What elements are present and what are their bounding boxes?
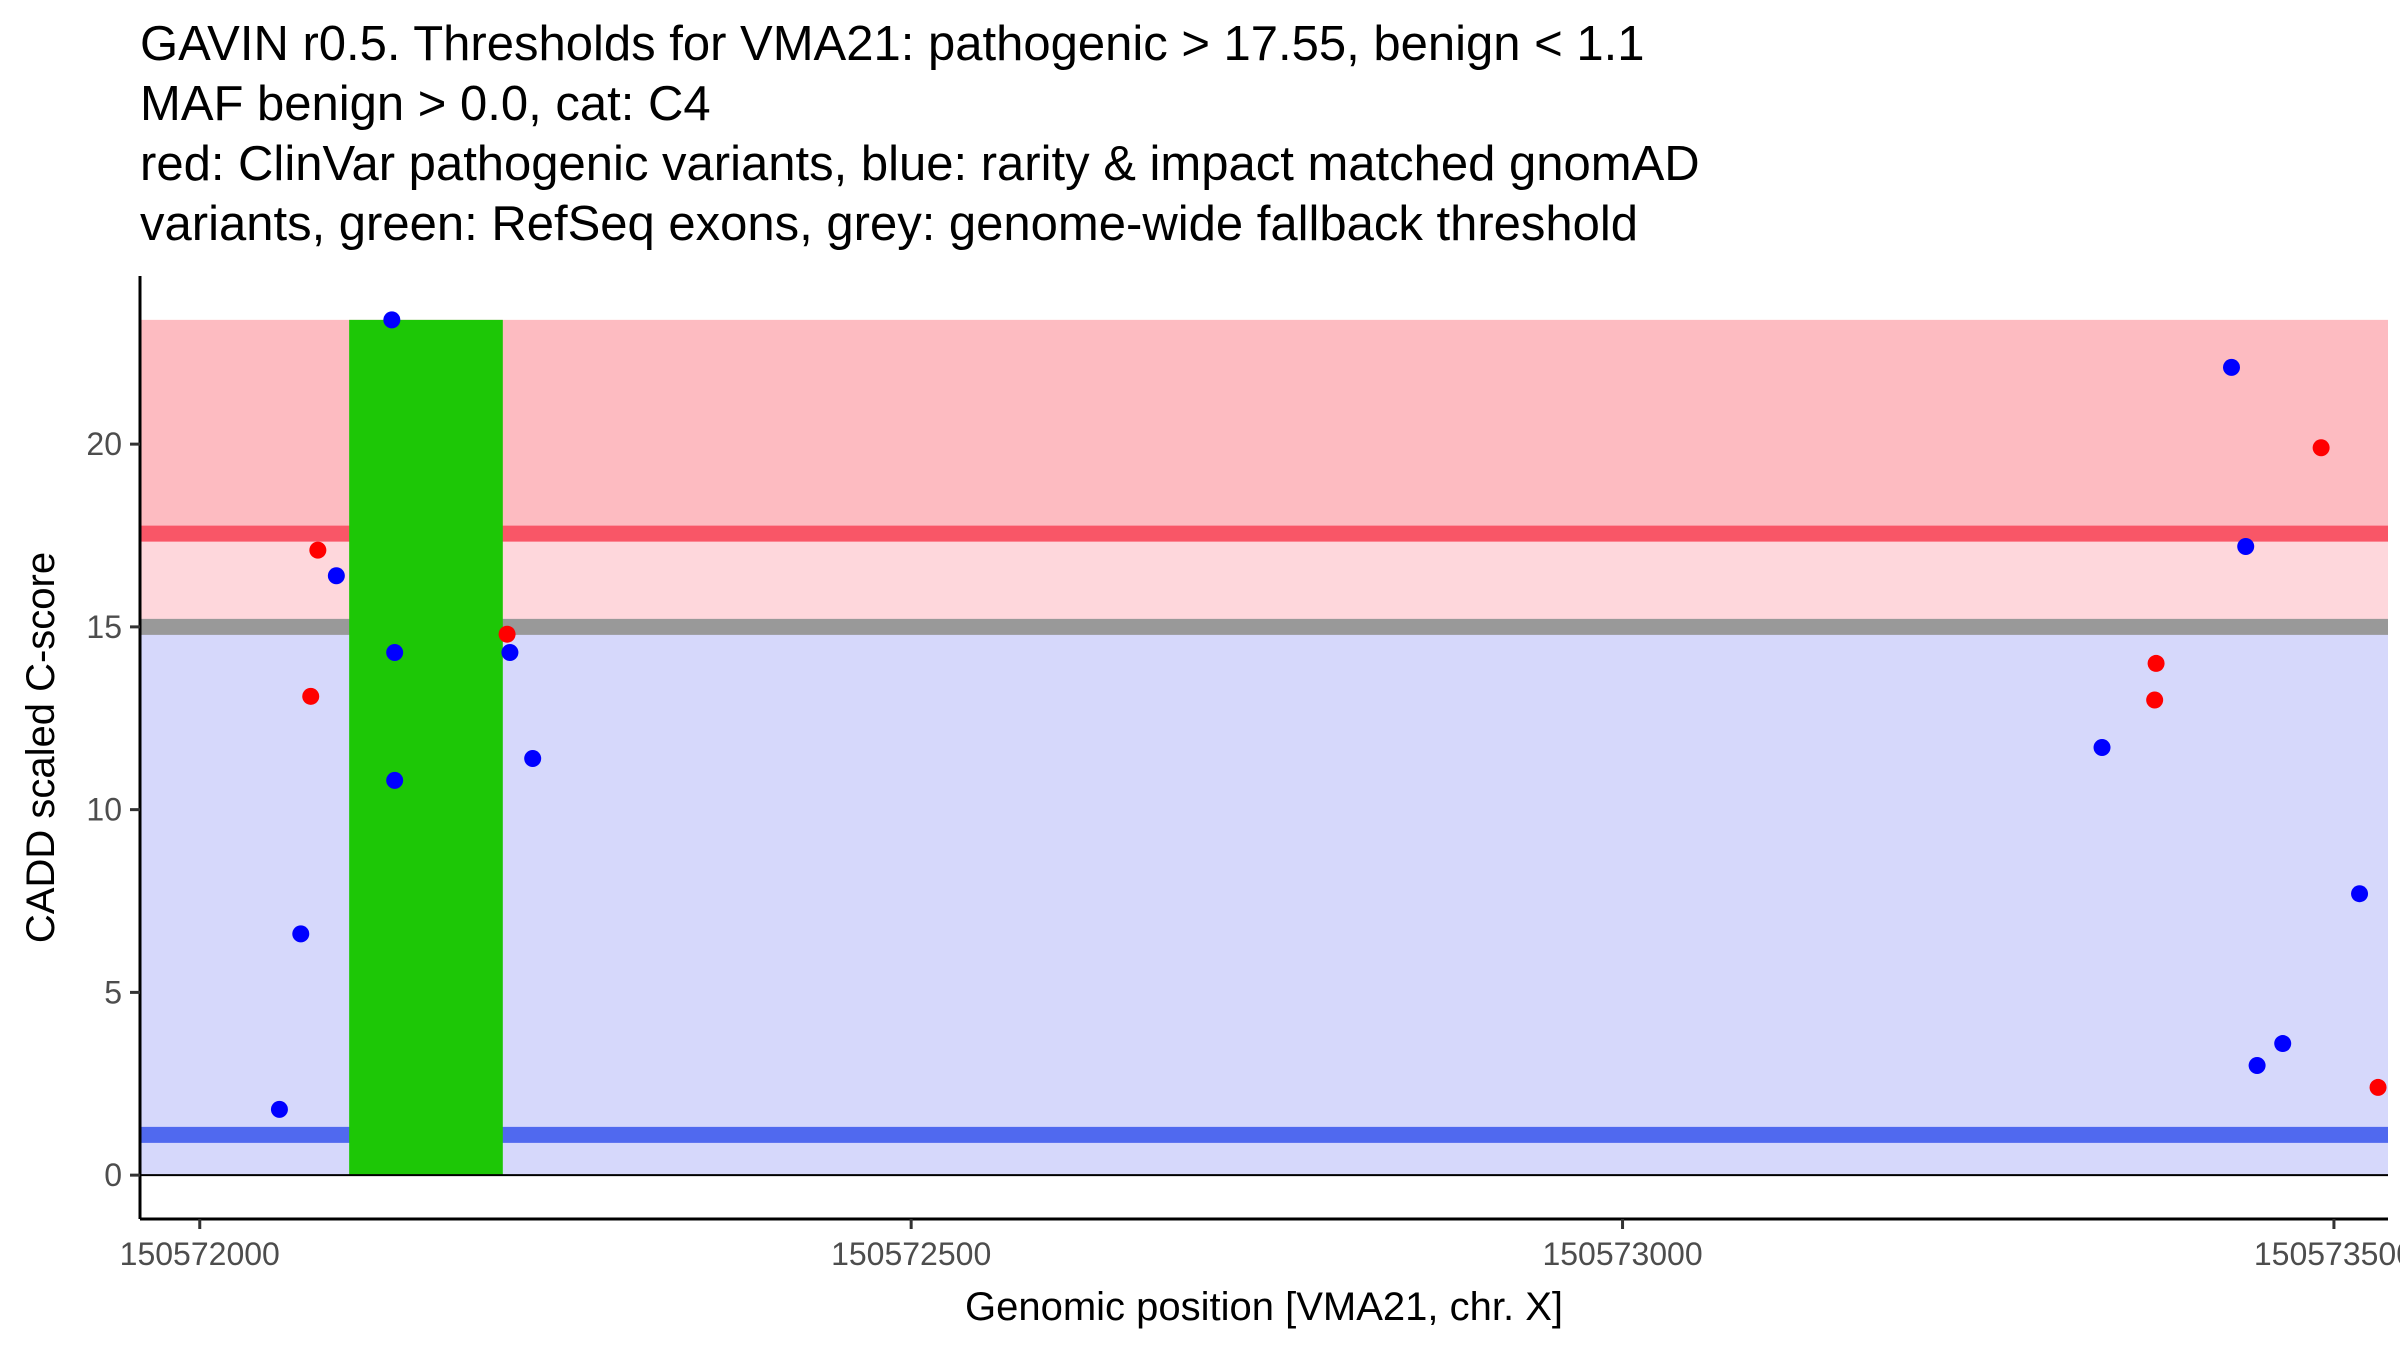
exon-bar-1 — [349, 319, 503, 1176]
gnomad-matched-point-1 — [383, 311, 401, 329]
gnomad-matched-point-2 — [327, 567, 345, 585]
y-tick-label-20: 20 — [86, 426, 122, 462]
gnomad-matched-point-3 — [386, 643, 404, 661]
clinvar-pathogenic-point-4 — [2147, 654, 2165, 672]
pathogenic-region — [140, 319, 2388, 534]
clinvar-pathogenic-point-5 — [2146, 691, 2164, 709]
x-tick-label-150572000: 150572000 — [120, 1236, 280, 1272]
benign-region — [140, 626, 2388, 1176]
x-tick-label-150573000: 150573000 — [1542, 1236, 1702, 1272]
gnomad-matched-point-4 — [501, 643, 519, 661]
data-points — [270, 311, 2387, 1118]
gnomad-matched-point-14 — [2351, 885, 2369, 903]
exon-bars — [349, 319, 503, 1176]
y-tick-label-5: 5 — [104, 974, 122, 1010]
clinvar-pathogenic-point-1 — [309, 541, 327, 559]
gnomad-matched-point-6 — [524, 749, 542, 767]
clinvar-pathogenic-point-6 — [2312, 439, 2330, 457]
y-tick-label-10: 10 — [86, 792, 122, 828]
gnomad-matched-point-10 — [2222, 358, 2240, 376]
gnomad-matched-point-5 — [386, 771, 404, 789]
gnomad-matched-point-13 — [2274, 1035, 2292, 1053]
threshold-lines — [140, 525, 2388, 1143]
clinvar-pathogenic-point-3 — [498, 625, 516, 643]
y-tick-label-15: 15 — [86, 609, 122, 645]
clinvar-pathogenic-point-2 — [302, 687, 320, 705]
gnomad-matched-point-8 — [270, 1100, 288, 1118]
intermediate-region — [140, 533, 2388, 627]
title-line-2: MAF benign > 0.0, cat: C4 — [140, 77, 711, 131]
gnomad-matched-point-9 — [2093, 739, 2111, 756]
gnomad-matched-point-7 — [292, 925, 310, 943]
x-axis-title: Genomic position [VMA21, chr. X] — [965, 1285, 1563, 1329]
x-tick-label-150573500: 150573500 — [2254, 1236, 2400, 1272]
title-line-1: GAVIN r0.5. Thresholds for VMA21: pathog… — [140, 17, 1645, 71]
clinvar-pathogenic-point-7 — [2369, 1078, 2387, 1096]
chart-title: GAVIN r0.5. Thresholds for VMA21: pathog… — [140, 14, 2380, 254]
title-line-4: variants, green: RefSeq exons, grey: gen… — [140, 197, 1639, 251]
tick-labels: 0 5 10 15 20 150572000 150572500 150573000 15057… — [86, 426, 2400, 1272]
y-axis-title: CADD scaled C-score — [19, 552, 63, 943]
gnomad-matched-point-11 — [2237, 537, 2255, 555]
axes — [130, 276, 2388, 1229]
y-tick-label-0: 0 — [104, 1157, 122, 1193]
threshold-regions — [140, 319, 2388, 1176]
x-tick-label-150572500: 150572500 — [831, 1236, 991, 1272]
title-line-3: red: ClinVar pathogenic variants, blue: … — [140, 137, 1700, 191]
gnomad-matched-point-12 — [2248, 1056, 2266, 1074]
